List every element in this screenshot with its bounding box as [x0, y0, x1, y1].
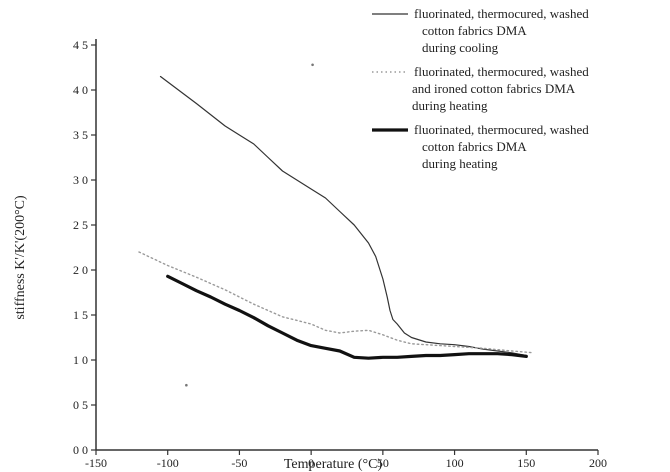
series-line-1 — [159, 75, 527, 357]
legend-label-2: and ironed cotton fabrics DMA — [412, 81, 576, 96]
y-tick-label: 4 0 — [73, 83, 88, 97]
series-line-2 — [138, 251, 535, 354]
legend-label-3: during heating — [422, 156, 498, 171]
y-tick-label: 1 5 — [73, 308, 88, 322]
x-tick-label: 0 — [308, 456, 314, 470]
x-tick-label: 100 — [446, 456, 464, 470]
y-tick-label: 2 5 — [73, 218, 88, 232]
legend-label-1: during cooling — [422, 40, 499, 55]
legend-label-1: cotton fabrics DMA — [422, 23, 527, 38]
x-axis-ticks: -150 -100 -50 0 50 100 150 200 — [85, 450, 607, 470]
series-layer — [138, 75, 535, 360]
y-tick-label: 0 0 — [73, 443, 88, 457]
x-tick-label: 200 — [589, 456, 607, 470]
y-tick-label: 0 5 — [73, 398, 88, 412]
legend-label-3: cotton fabrics DMA — [422, 139, 527, 154]
legend-label-3: fluorinated, thermocured, washed — [414, 122, 589, 137]
x-tick-label: -150 — [85, 456, 107, 470]
legend-label-2: fluorinated, thermocured, washed — [414, 64, 589, 79]
stray-point — [185, 383, 188, 387]
y-axis-ticks: 0 0 0 5 1 0 1 5 2 0 2 5 3 0 3 5 4 0 4 5 — [73, 38, 96, 457]
x-tick-label: -50 — [231, 456, 247, 470]
y-tick-label: 3 5 — [73, 128, 88, 142]
legend-label-1: fluorinated, thermocured, washed — [414, 6, 589, 21]
x-tick-label: -100 — [157, 456, 179, 470]
series-line-3 — [166, 274, 528, 360]
plot-area: 0 00 51 01 52 02 53 03 54 04 5 -150 -100-… — [73, 38, 607, 470]
y-tick-label: 4 5 — [73, 38, 88, 52]
stray-points — [185, 63, 314, 387]
y-tick-label: 1 0 — [73, 353, 88, 367]
legend-label-2: during heating — [412, 98, 488, 113]
x-tick-label: 150 — [517, 456, 535, 470]
y-tick-label: 3 0 — [73, 173, 88, 187]
x-axis-title: Temperature (°C) — [284, 457, 383, 472]
x-tick-label: 50 — [377, 456, 389, 470]
y-axis-title: stiffness K'/K'(200°C) — [13, 195, 28, 320]
y-tick-label: 2 0 — [73, 263, 88, 277]
stray-point — [311, 63, 314, 67]
legend: fluorinated, thermocured, washed cotton f… — [372, 6, 589, 171]
